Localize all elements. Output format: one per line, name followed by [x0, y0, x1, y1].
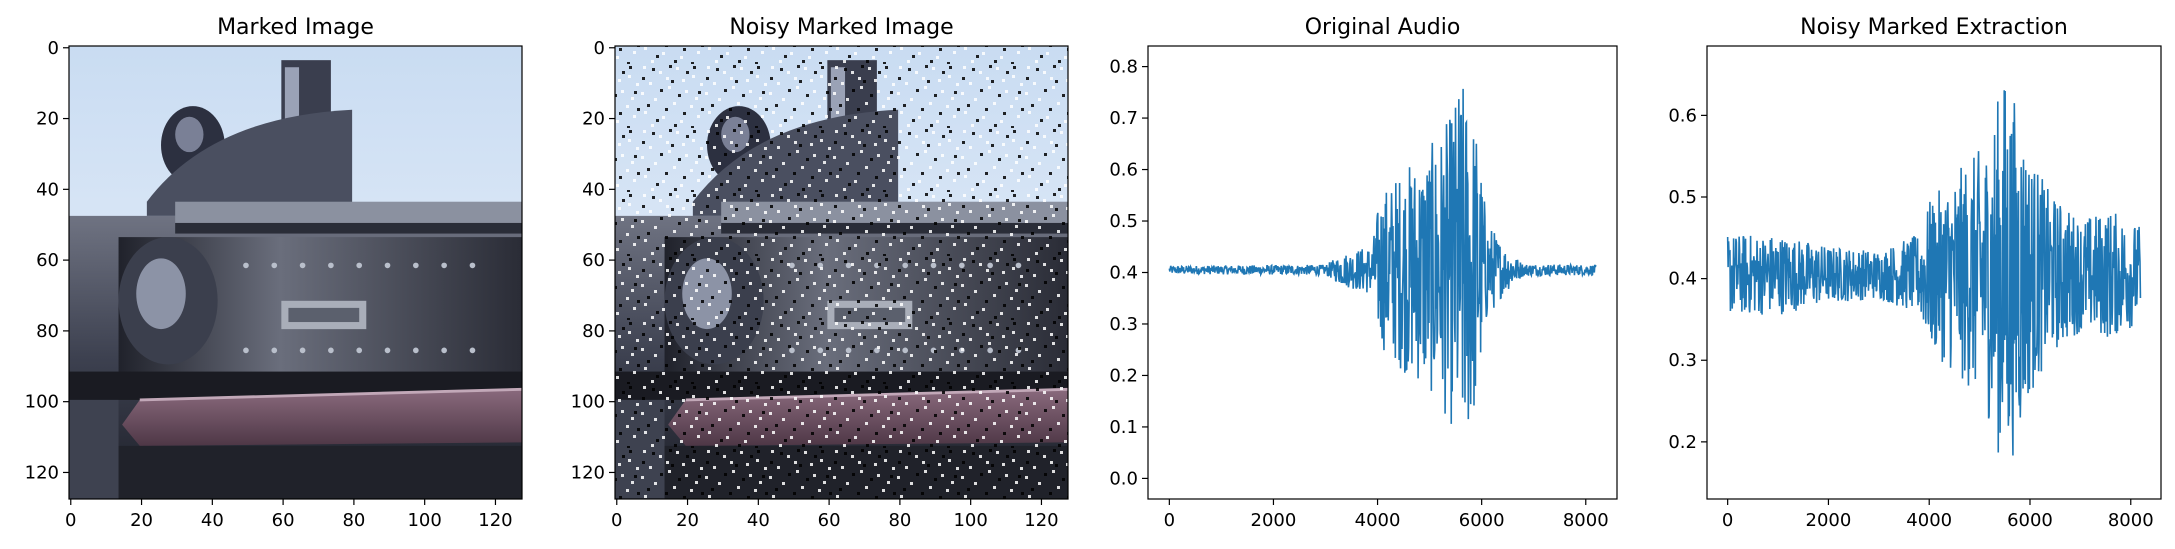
x-tick-label: 120	[1024, 510, 1058, 531]
y-tick-label: 0.3	[1109, 314, 1138, 335]
x-tick-label: 4000	[1355, 510, 1401, 531]
y-tick-label: 0.2	[1109, 365, 1138, 386]
x-tick-label: 6000	[2007, 510, 2053, 531]
x-tick-label: 20	[130, 510, 153, 531]
y-tick-label: 100	[25, 392, 59, 413]
x-tick-label: 40	[201, 510, 224, 531]
panel-marked-image: Marked Image 0 20 40 60 80 100 120 0 20 40 60 80 100 1…	[25, 15, 523, 531]
x-tick-label: 4000	[1906, 510, 1952, 531]
y-tick-label: 100	[571, 392, 605, 413]
y-tick-label: 0.1	[1109, 417, 1138, 438]
y-tick-label: 0.4	[1668, 269, 1697, 290]
y-tick-label: 40	[36, 179, 59, 200]
axes-frame	[1706, 45, 2162, 500]
y-tick-label: 0	[48, 38, 59, 59]
x-tick-label: 0	[65, 510, 76, 531]
x-tick-label: 60	[818, 510, 841, 531]
panel-title: Marked Image	[217, 15, 374, 40]
x-tick-label: 0	[611, 510, 622, 531]
y-tick-label: 0.2	[1668, 432, 1697, 453]
x-tick-label: 2000	[1806, 510, 1852, 531]
x-tick-label: 6000	[1459, 510, 1505, 531]
y-tick-label: 0.6	[1668, 105, 1697, 126]
x-tick-label: 20	[676, 510, 699, 531]
x-tick-label: 80	[342, 510, 365, 531]
y-tick-label: 80	[582, 321, 605, 342]
y-tick-label: 20	[582, 109, 605, 130]
x-tick-label: 2000	[1251, 510, 1297, 531]
salt-pepper-noise	[615, 46, 1068, 499]
y-tick-label: 0.5	[1109, 211, 1138, 232]
x-tick-label: 120	[478, 510, 512, 531]
y-tick-label: 80	[36, 321, 59, 342]
y-tick-label: 0.3	[1668, 350, 1697, 371]
axes-frame	[614, 45, 1069, 500]
y-tick-label: 0.6	[1109, 160, 1138, 181]
y-tick-label: 40	[582, 179, 605, 200]
panel-title: Noisy Marked Extraction	[1800, 15, 2068, 40]
y-tick-label: 120	[25, 462, 59, 483]
panel-title: Noisy Marked Image	[729, 15, 953, 40]
waveform-line	[1726, 90, 2142, 456]
x-tick-label: 100	[953, 510, 987, 531]
axes-frame	[68, 45, 523, 500]
x-tick-label: 8000	[2108, 510, 2154, 531]
y-tick-label: 0.5	[1668, 187, 1697, 208]
panel-noisy-marked-image: Noisy Marked Image 0 20 40 60 80 100 120 0 20 40 60…	[571, 15, 1069, 531]
y-tick-label: 0.7	[1109, 108, 1138, 129]
y-tick-label: 0.0	[1109, 468, 1138, 489]
y-tick-label: 0	[594, 38, 605, 59]
waveform-line	[1168, 88, 1597, 424]
x-tick-label: 0	[1722, 510, 1733, 531]
y-tick-label: 120	[571, 462, 605, 483]
panel-title: Original Audio	[1305, 15, 1461, 40]
x-tick-label: 0	[1164, 510, 1175, 531]
y-tick-label: 20	[36, 109, 59, 130]
x-tick-label: 100	[407, 510, 441, 531]
panel-noisy-marked-extraction: Noisy Marked Extraction 0 2000 4000 6000 8000…	[1668, 15, 2162, 531]
y-tick-label: 0.4	[1109, 263, 1138, 284]
y-tick-label: 60	[36, 250, 59, 271]
x-tick-label: 40	[747, 510, 770, 531]
locomotive-image	[69, 46, 522, 499]
y-tick-label: 0.8	[1109, 57, 1138, 78]
x-tick-label: 60	[272, 510, 295, 531]
panel-original-audio: Original Audio 0 2000 4000 6000 8000 0.0 0.1 0.2…	[1109, 15, 1618, 531]
y-tick-label: 60	[582, 250, 605, 271]
x-tick-label: 80	[888, 510, 911, 531]
x-tick-label: 8000	[1563, 510, 1609, 531]
